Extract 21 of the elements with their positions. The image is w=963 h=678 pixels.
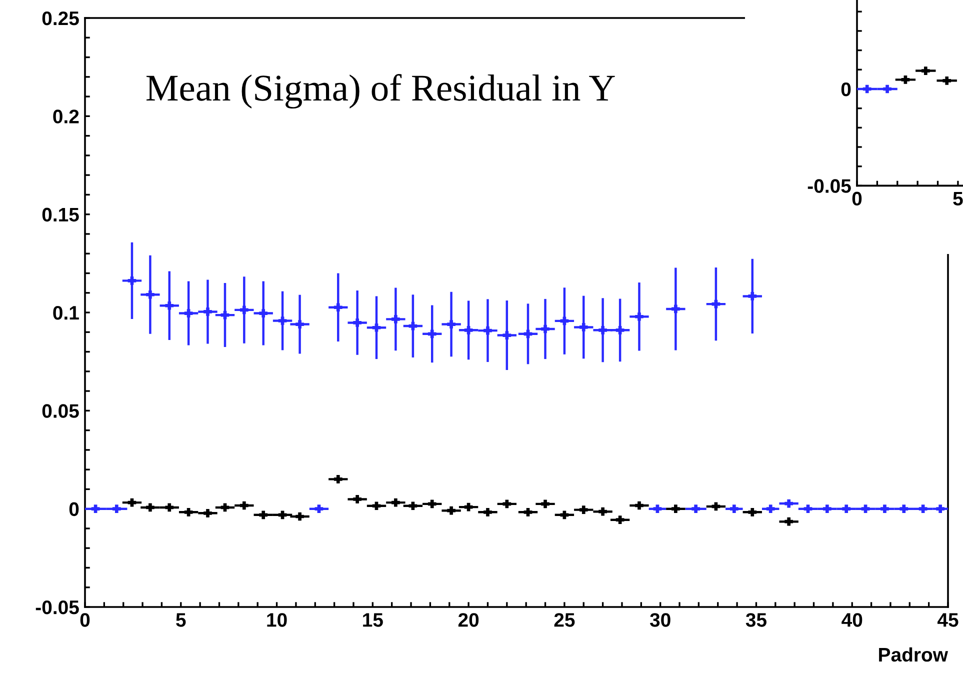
y-tick-label: 0.15 [42, 208, 79, 222]
text: Mean (Sigma) of Residual in Y [146, 74, 615, 109]
x-tick-label: 5 [953, 192, 963, 206]
x-tick-label: 10 [267, 613, 287, 627]
x-axis-title: Padrow [879, 647, 948, 662]
x-tick-label: 35 [746, 613, 766, 627]
y-tick-label: 0.1 [53, 306, 79, 320]
x-tick-label: 15 [363, 613, 383, 627]
x-tick-label: 25 [554, 613, 575, 627]
x-tick-label: 20 [458, 613, 479, 627]
x-tick-label: 40 [842, 613, 862, 627]
y-tick-label: 0 [69, 502, 79, 516]
y-tick-label: -0.05 [36, 600, 79, 614]
y-tick-label: 0.05 [42, 404, 79, 418]
y-tick-label: -0.05 [808, 179, 851, 193]
y-tick-label: 0.25 [42, 11, 79, 26]
x-tick-label: 45 [937, 613, 958, 627]
x-tick-label: 0 [80, 613, 90, 627]
y-tick-label: 0.2 [53, 110, 79, 124]
x-tick-label: 30 [650, 613, 670, 627]
x-tick-label: 5 [176, 613, 186, 627]
